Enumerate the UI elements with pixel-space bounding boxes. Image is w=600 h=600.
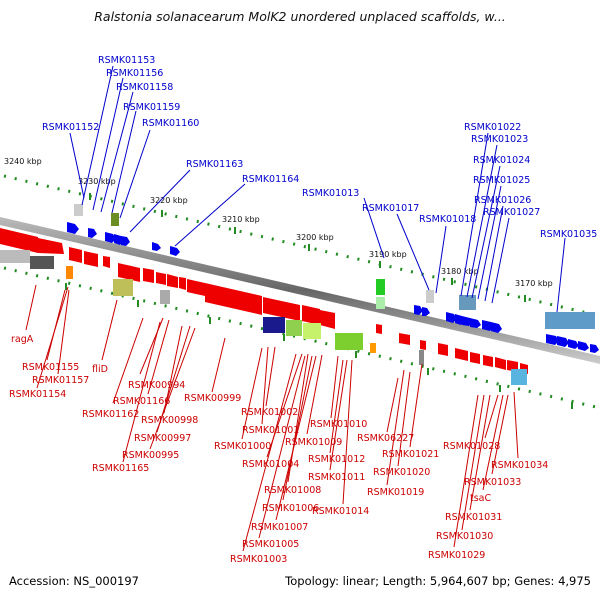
scale-ticks: [65, 193, 573, 409]
gene-label: RSMK00998: [141, 415, 198, 426]
gene-label: RSMK01017: [362, 203, 419, 214]
gene-label: RSMK00999: [184, 393, 241, 404]
gene-label: RSMK01026: [474, 195, 531, 206]
gene-label: RSMK01018: [419, 214, 476, 225]
gene-label: RSMK01020: [373, 467, 430, 478]
gene-label: RSMK01011: [308, 472, 365, 483]
gene-label: RSMK01033: [464, 477, 521, 488]
reverse-genes[interactable]: [0, 228, 528, 374]
gene-label: RSMK01031: [445, 512, 502, 523]
scale-label: 3200 kbp: [296, 233, 334, 242]
gene-label: RSMK01155: [22, 362, 79, 373]
scale-label: 3210 kbp: [222, 215, 260, 224]
gene-label: RSMK01019: [367, 487, 424, 498]
gene-label: RSMK01035: [540, 229, 597, 240]
gene-label: RSMK01165: [92, 463, 149, 474]
page-title: Ralstonia solanacearum MolK2 unordered u…: [94, 9, 506, 24]
gene-label: RSMK01030: [436, 531, 493, 542]
bottom-labels: ragA RSMK01155 RSMK01157 RSMK01154 fliD …: [9, 334, 548, 565]
gene-label: RSMK01000: [214, 441, 271, 452]
gene-label: RSMK01008: [264, 485, 321, 496]
gene-label: RSMK01153: [98, 55, 155, 66]
gene-label: fliD: [92, 364, 108, 375]
gene-label: RSMK01159: [123, 102, 180, 113]
gene-label: RSMK01154: [9, 389, 66, 400]
gene-label: RSMK01024: [473, 155, 530, 166]
feature-blocks: [0, 204, 595, 385]
gene-label: RSMK01006: [262, 503, 319, 514]
gene-label: RSMK00994: [128, 380, 185, 391]
gene-label: RSMK01152: [42, 122, 99, 133]
gene-label: RSMK01022: [464, 122, 521, 133]
top-scale-track: [3, 174, 597, 317]
top-leader-lines: [69, 65, 566, 313]
gene-label: ragA: [11, 334, 34, 345]
gene-label: RSMK01027: [483, 207, 540, 218]
gene-label: RSMK01029: [428, 550, 485, 561]
scale-label: 3220 kbp: [150, 196, 188, 205]
gene-label: RSMK01166: [113, 396, 170, 407]
gene-label: RSMK01012: [308, 454, 365, 465]
gene-label: RSMK01164: [242, 174, 299, 185]
forward-genes[interactable]: [67, 222, 599, 353]
scale-labels: 3240 kbp 3230 kbp 3220 kbp 3210 kbp 3200…: [4, 157, 553, 288]
scale-label: 3230 kbp: [78, 177, 116, 186]
gene-label: RSMK00995: [122, 450, 179, 461]
bottom-leader-lines: [25, 284, 519, 552]
gene-label: RSMK01021: [382, 449, 439, 460]
gene-label: RSMK01009: [285, 437, 342, 448]
scale-label: 3180 kbp: [441, 267, 479, 276]
gene-label: RSMK00997: [134, 433, 191, 444]
gene-label: RSMK01034: [491, 460, 548, 471]
gene-label: RSMK01023: [471, 134, 528, 145]
gene-label: RSMK01028: [443, 441, 500, 452]
scale-label: 3170 kbp: [515, 279, 553, 288]
gene-label: RSMK01162: [82, 409, 139, 420]
gene-label: tsaC: [470, 493, 491, 504]
gene-label: RSMK01004: [242, 459, 299, 470]
scale-label: 3190 kbp: [369, 250, 407, 259]
gene-label: RSMK01156: [106, 68, 163, 79]
gene-label: RSMK01013: [302, 188, 359, 199]
gene-label: RSMK01157: [32, 375, 89, 386]
gene-label: RSMK06227: [357, 433, 414, 444]
gene-label: RSMK01163: [186, 159, 243, 170]
gene-label: RSMK01007: [251, 522, 308, 533]
chromosome-backbone: [0, 217, 600, 364]
accession-text: Accession: NS_000197: [9, 574, 139, 588]
scale-label: 3240 kbp: [4, 157, 42, 166]
gene-label: RSMK01005: [242, 539, 299, 550]
gene-label: RSMK01001: [242, 425, 299, 436]
gene-label: RSMK01160: [142, 118, 199, 129]
gene-label: RSMK01025: [473, 175, 530, 186]
top-labels: RSMK01153 RSMK01156 RSMK01158 RSMK01159 …: [42, 55, 597, 240]
gene-label: RSMK01002: [241, 407, 298, 418]
bottom-scale-track: [3, 266, 597, 409]
gene-label: RSMK01014: [312, 506, 369, 517]
gene-label: RSMK01003: [230, 554, 287, 565]
gene-label: RSMK01010: [310, 419, 367, 430]
gene-label: RSMK01158: [116, 82, 173, 93]
topology-info-text: Topology: linear; Length: 5,964,607 bp; …: [285, 574, 591, 588]
